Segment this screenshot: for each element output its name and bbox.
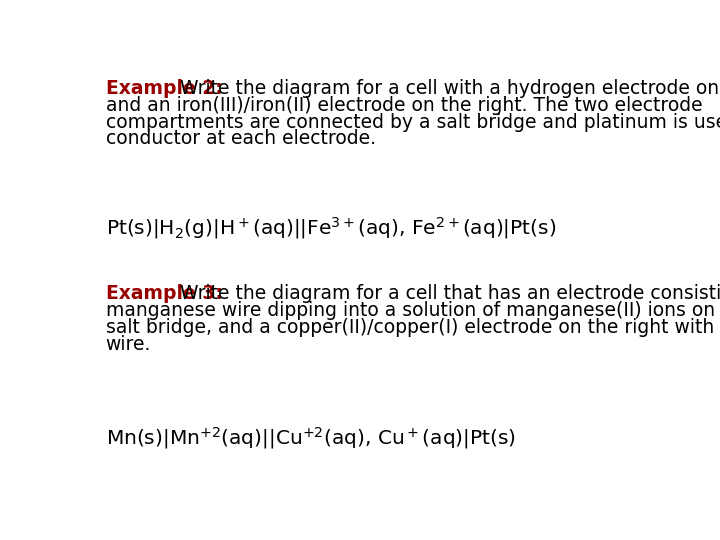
- Text: compartments are connected by a salt bridge and platinum is used as the: compartments are connected by a salt bri…: [106, 112, 720, 132]
- Text: Mn(s)|Mn$^{+2}$(aq)||Cu$^{+2}$(aq), Cu$^+$(aq)|Pt(s): Mn(s)|Mn$^{+2}$(aq)||Cu$^{+2}$(aq), Cu$^…: [106, 425, 516, 451]
- Text: Pt(s)|H$_2$(g)|H$^+$(aq)||Fe$^{3+}$(aq), Fe$^{2+}$(aq)|Pt(s): Pt(s)|H$_2$(g)|H$^+$(aq)||Fe$^{3+}$(aq),…: [106, 215, 556, 241]
- Text: wire.: wire.: [106, 335, 151, 354]
- Text: salt bridge, and a copper(II)/copper(I) electrode on the right with a platinum: salt bridge, and a copper(II)/copper(I) …: [106, 318, 720, 337]
- Text: conductor at each electrode.: conductor at each electrode.: [106, 130, 376, 148]
- Text: manganese wire dipping into a solution of manganese(II) ions on the left, a: manganese wire dipping into a solution o…: [106, 301, 720, 320]
- Text: Example 3:: Example 3:: [106, 284, 222, 303]
- Text: Write the diagram for a cell that has an electrode consisting of a: Write the diagram for a cell that has an…: [174, 284, 720, 303]
- Text: Write the diagram for a cell with a hydrogen electrode on the left: Write the diagram for a cell with a hydr…: [174, 79, 720, 98]
- Text: Example 2:: Example 2:: [106, 79, 222, 98]
- Text: and an iron(III)/iron(II) electrode on the right. The two electrode: and an iron(III)/iron(II) electrode on t…: [106, 96, 702, 114]
